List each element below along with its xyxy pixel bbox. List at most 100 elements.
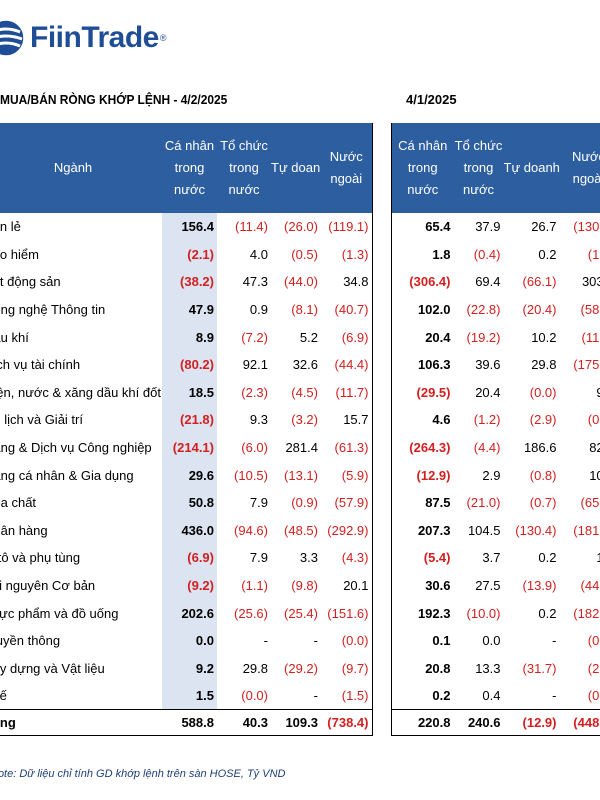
sector-name: Bất động sản bbox=[0, 274, 61, 290]
total-proprietary: (12.9) bbox=[503, 709, 560, 737]
cell-individual: 0.0 bbox=[162, 626, 217, 655]
cell-institution: (2.3) bbox=[241, 384, 268, 400]
cell-proprietary: (0.5) bbox=[291, 246, 318, 262]
cell-individual: (306.4) bbox=[409, 274, 451, 290]
cell-institution: 0.0 bbox=[482, 633, 501, 649]
table-row: (29.5) 20.4 (0.0)9.2 bbox=[392, 379, 600, 407]
cell-proprietary: 32.6 bbox=[292, 357, 318, 373]
brand-logo: FiinTrade ® bbox=[0, 18, 167, 58]
cell-foreign: 82.0 bbox=[589, 440, 600, 456]
cell-individual: (12.9) bbox=[416, 467, 451, 483]
cell-foreign: (0.6) bbox=[587, 688, 600, 704]
header-foreign: Nước ngoài bbox=[559, 123, 600, 213]
table-row: Bán lẻ 156.4 (11.4) (26.0) (119.1) bbox=[0, 213, 372, 241]
total-foreign: (448.5) bbox=[559, 709, 600, 737]
globe-logo-icon bbox=[0, 19, 25, 57]
sector-name: Hóa chất bbox=[0, 495, 37, 511]
total-institution: 240.6 bbox=[453, 709, 504, 737]
cell-individual: (80.2) bbox=[162, 350, 217, 379]
cell-individual: 1.8 bbox=[432, 246, 451, 262]
cell-proprietary: (0.7) bbox=[529, 495, 557, 511]
table-row: 87.5 (21.0) (0.7) (65.8) bbox=[392, 489, 600, 517]
cell-foreign: (0.5) bbox=[587, 412, 600, 428]
cell-foreign: (181.3) bbox=[573, 522, 600, 538]
cell-institution: (11.4) bbox=[235, 219, 268, 235]
cell-proprietary: (8.1) bbox=[291, 302, 318, 318]
sector-name: Hàng cá nhân & Gia dụng bbox=[0, 467, 134, 483]
cell-proprietary: (25.4) bbox=[284, 605, 318, 621]
cell-proprietary: (0.8) bbox=[529, 467, 557, 483]
table-row: 207.3 104.5 (130.4) (181.3) bbox=[392, 517, 600, 545]
sector-name: Công nghệ Thông tin bbox=[0, 302, 106, 318]
table-left: Ngành Cá nhân trong nước Tổ chức trong n… bbox=[0, 123, 373, 737]
cell-institution: (7.2) bbox=[241, 329, 268, 345]
cell-foreign: (1.5) bbox=[341, 688, 369, 704]
cell-proprietary: 0.2 bbox=[538, 246, 557, 262]
cell-institution: (1.1) bbox=[241, 578, 268, 594]
header-foreign: Nước ngoài bbox=[321, 123, 372, 213]
cell-institution: (6.0) bbox=[241, 440, 268, 456]
sector-name: Điện, nước & xăng dầu khí đốt bbox=[0, 384, 161, 400]
brand-name: FiinTrade bbox=[30, 21, 159, 54]
cell-individual: (214.1) bbox=[162, 433, 217, 462]
cell-institution: (21.0) bbox=[466, 495, 501, 511]
cell-institution: (22.8) bbox=[466, 302, 501, 318]
cell-foreign: (44.4) bbox=[334, 357, 369, 373]
cell-foreign: (119.1) bbox=[328, 219, 369, 235]
cell-institution: (94.6) bbox=[234, 522, 268, 538]
cell-foreign: 20.1 bbox=[343, 578, 369, 594]
cell-individual: 0.1 bbox=[432, 633, 451, 649]
cell-individual: (5.4) bbox=[423, 550, 451, 566]
cell-proprietary: - bbox=[552, 633, 557, 649]
sector-name: Hàng & Dịch vụ Công nghiệp bbox=[0, 440, 152, 456]
total-individual: 588.8 bbox=[162, 709, 217, 737]
cell-institution: (1.2) bbox=[473, 412, 501, 428]
cell-individual: 202.6 bbox=[162, 599, 217, 627]
cell-institution: 104.5 bbox=[467, 522, 501, 538]
cell-proprietary: 3.3 bbox=[299, 550, 318, 566]
cell-institution: (10.5) bbox=[234, 467, 268, 483]
cell-individual: (264.3) bbox=[409, 440, 451, 456]
cell-institution: 7.9 bbox=[249, 495, 268, 511]
header-individual: Cá nhân trong nước bbox=[162, 123, 217, 213]
table-row: Du lịch và Giải trí (21.8) 9.3 (3.2) 15.7 bbox=[0, 406, 372, 434]
table-row: 192.3 (10.0) 0.2 (182.6) bbox=[392, 599, 600, 627]
table-row: Bất động sản (38.2) 47.3 (44.0) 34.8 bbox=[0, 268, 372, 296]
cell-proprietary: 281.4 bbox=[285, 440, 318, 456]
total-label: Tổng bbox=[0, 709, 162, 737]
cell-institution: (0.0) bbox=[241, 688, 268, 704]
table-row: Tài nguyên Cơ bản (9.2) (1.1) (9.8) 20.1 bbox=[0, 571, 372, 600]
cell-proprietary: - bbox=[313, 688, 318, 704]
cell-proprietary: 186.6 bbox=[523, 440, 557, 456]
header-institution: Tổ chức trong nước bbox=[217, 123, 271, 213]
cell-foreign: 15.7 bbox=[343, 412, 369, 428]
table-row: (264.3) (4.4) 186.6 82.0 bbox=[392, 434, 600, 462]
cell-proprietary: (0.0) bbox=[529, 384, 557, 400]
cell-proprietary: (20.4) bbox=[522, 302, 557, 318]
cell-foreign: (0.1) bbox=[587, 633, 600, 649]
cell-proprietary: 0.2 bbox=[538, 550, 557, 566]
cell-proprietary: (29.2) bbox=[284, 660, 318, 676]
cell-institution: (4.4) bbox=[473, 440, 501, 456]
cell-individual: 156.4 bbox=[162, 213, 217, 241]
table-row: 30.6 27.5 (13.9) (44.2) bbox=[392, 572, 600, 600]
cell-individual: 18.5 bbox=[162, 378, 217, 407]
cell-foreign: (0.0) bbox=[341, 633, 369, 649]
cell-institution: 4.0 bbox=[249, 246, 268, 262]
cell-foreign: (1.6) bbox=[587, 246, 600, 262]
cell-individual: (38.2) bbox=[162, 268, 217, 296]
cell-foreign: 9.2 bbox=[560, 379, 600, 407]
cell-proprietary: (3.2) bbox=[291, 412, 318, 428]
cell-proprietary: 29.8 bbox=[531, 357, 557, 373]
cell-individual: 47.9 bbox=[162, 295, 217, 324]
sector-name: Tài nguyên Cơ bản bbox=[0, 578, 96, 594]
cell-proprietary: - bbox=[552, 688, 557, 704]
total-institution: 40.3 bbox=[217, 709, 271, 737]
table-row: Điện, nước & xăng dầu khí đốt 18.5 (2.3) (4… bbox=[0, 378, 372, 407]
cell-proprietary: (44.0) bbox=[284, 274, 318, 290]
cell-institution: 13.3 bbox=[475, 660, 501, 676]
cell-foreign: 34.8 bbox=[343, 274, 369, 290]
title-right: 4/1/2025 bbox=[406, 92, 457, 107]
table-row: Y tế 1.5 (0.0) - (1.5) bbox=[0, 682, 372, 710]
